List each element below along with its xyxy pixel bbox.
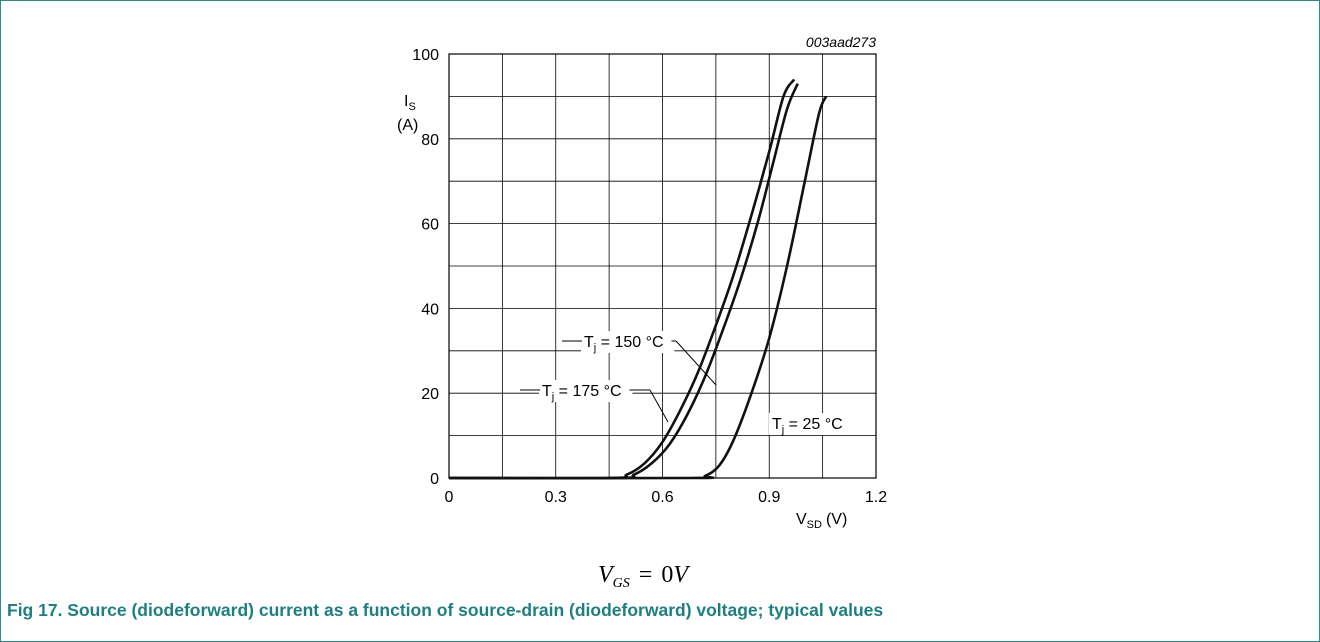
condition-subscript: GS	[612, 576, 630, 591]
y-tick-label: 100	[412, 47, 439, 64]
series-label-background	[539, 380, 633, 402]
y-tick-label: 40	[421, 301, 439, 318]
series-line-tj-150-c	[448, 83, 799, 480]
series-line-tj-25-c	[448, 95, 828, 480]
series-label-tj-150-c: Tj = 150 °C	[584, 334, 664, 354]
condition-value: 0	[661, 562, 674, 588]
x-tick-label: 0.6	[651, 489, 673, 506]
leader-line	[675, 340, 717, 386]
series-lines	[448, 78, 828, 480]
x-tick-label: 1.2	[865, 489, 887, 506]
y-tick-label: 60	[421, 217, 439, 234]
series-labels: Tj = 175 °C Tj = 150 °C Tj = 25 °C	[520, 331, 854, 436]
condition-equals: =	[638, 562, 653, 588]
tick-labels: 0 0.3 0.6 0.9 1.2 0 20 40 60 80 100	[412, 47, 887, 506]
y-tick-label: 80	[421, 132, 439, 149]
x-tick-label: 0	[445, 489, 454, 506]
condition-unit: V	[673, 562, 689, 588]
x-axis-label: VSD (V)	[796, 511, 847, 531]
condition-label: VGS = 0V	[598, 562, 688, 592]
leader-line	[649, 389, 669, 423]
svg-text:IS: IS	[404, 93, 416, 113]
x-axis-unit: (V)	[826, 511, 847, 528]
y-tick-label: 20	[421, 386, 439, 403]
figure-caption: Fig 17. Source (diodeforward) current as…	[7, 600, 884, 620]
figure-id: 003aad273	[806, 34, 876, 50]
y-axis-subscript: S	[408, 101, 415, 113]
x-tick-label: 0.3	[545, 489, 567, 506]
series-label-tj-25-c: Tj = 25 °C	[772, 416, 843, 436]
series-label-background	[769, 413, 854, 435]
series-label-tj-175-c: Tj = 175 °C	[542, 383, 622, 403]
y-tick-label: 0	[430, 471, 439, 488]
y-axis-symbol: I	[404, 93, 408, 110]
x-axis-symbol: V	[796, 511, 807, 528]
svg-text:VSD(V): VSD (V)	[796, 511, 847, 531]
x-axis-subscript: SD	[807, 519, 822, 531]
y-axis-unit: (A)	[397, 117, 418, 134]
x-tick-label: 0.9	[758, 489, 780, 506]
condition-symbol: V	[598, 562, 613, 588]
series-label-background	[581, 331, 675, 353]
y-axis-label: IS (A)	[397, 93, 418, 134]
